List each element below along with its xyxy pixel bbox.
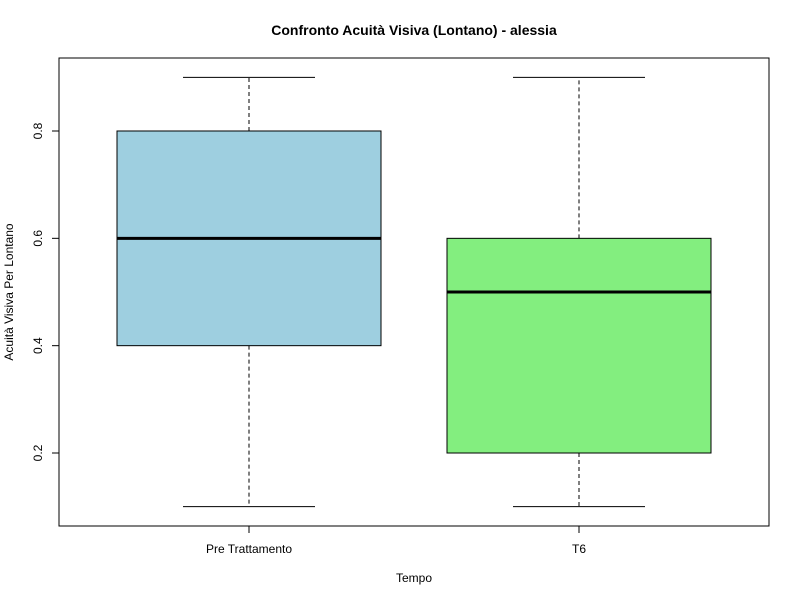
y-axis-label: Acuità Visiva Per Lontano <box>2 223 16 361</box>
plot-frame <box>58 57 770 527</box>
box-t6 <box>446 237 712 454</box>
y-tick-label-0.4: 0.4 <box>31 337 45 354</box>
y-tick-label-0.8: 0.8 <box>31 122 45 139</box>
y-tick-label-0.6: 0.6 <box>31 230 45 247</box>
y-tick-label-0.2: 0.2 <box>31 444 45 461</box>
chart-marks: Pre Trattamento T6 0.2 0.4 0.6 0.8 <box>31 76 712 556</box>
x-tick-label-t6: T6 <box>572 542 586 556</box>
x-axis-label: Tempo <box>396 571 432 585</box>
chart-title: Confronto Acuità Visiva (Lontano) - ales… <box>271 22 557 38</box>
x-tick-label-pre-trattamento: Pre Trattamento <box>206 542 292 556</box>
